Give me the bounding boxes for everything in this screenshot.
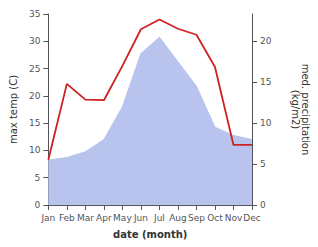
svg-text:Nov: Nov: [225, 213, 243, 223]
svg-text:Jun: Jun: [133, 213, 148, 223]
svg-text:30: 30: [29, 36, 41, 46]
svg-text:May: May: [113, 213, 132, 223]
svg-text:15: 15: [29, 118, 40, 128]
svg-text:0: 0: [260, 200, 266, 210]
svg-text:25: 25: [29, 64, 40, 74]
svg-text:5: 5: [35, 173, 41, 183]
svg-text:35: 35: [29, 9, 40, 19]
svg-text:Apr: Apr: [96, 213, 112, 223]
svg-text:20: 20: [29, 91, 41, 101]
svg-text:5: 5: [260, 159, 266, 169]
svg-text:Sep: Sep: [188, 213, 205, 223]
svg-text:Oct: Oct: [207, 213, 223, 223]
svg-text:10: 10: [29, 145, 41, 155]
svg-text:Aug: Aug: [169, 213, 187, 223]
svg-text:med. precipitation: med. precipitation: [299, 63, 311, 156]
svg-text:Feb: Feb: [59, 213, 75, 223]
svg-text:15: 15: [260, 77, 271, 87]
svg-text:date (month): date (month): [113, 229, 187, 240]
svg-text:20: 20: [260, 36, 272, 46]
svg-text:Jan: Jan: [40, 213, 55, 223]
svg-text:Mar: Mar: [77, 213, 94, 223]
svg-text:Dec: Dec: [243, 213, 260, 223]
svg-text:0: 0: [35, 200, 41, 210]
svg-text:10: 10: [260, 118, 272, 128]
svg-text:(kg/m2): (kg/m2): [290, 90, 301, 130]
svg-text:max temp (C): max temp (C): [8, 75, 19, 144]
svg-text:Jul: Jul: [153, 213, 165, 223]
